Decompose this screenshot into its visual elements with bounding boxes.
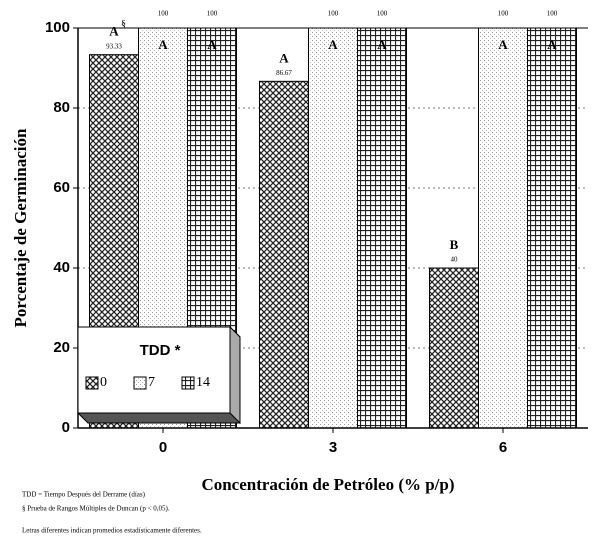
y-tick-label: 40	[53, 259, 70, 276]
x-tick-label: 6	[499, 439, 507, 456]
legend-box	[77, 326, 231, 414]
legend-swatch	[181, 376, 195, 390]
significance-letter: A	[547, 37, 557, 52]
significance-letter: A	[377, 37, 387, 52]
bar	[308, 27, 358, 429]
y-axis-label: Porcentaje de Germinación	[11, 128, 30, 327]
value-label: 100	[498, 10, 509, 18]
bar	[429, 267, 479, 429]
bar	[259, 80, 309, 429]
significance-letter: A	[207, 37, 217, 52]
legend-swatch	[133, 376, 147, 390]
x-axis-label: Concentración de Petróleo (% p/p)	[201, 475, 454, 494]
significance-letter: B	[450, 237, 459, 252]
y-tick-label: 60	[53, 179, 70, 196]
value-label: 100	[547, 10, 558, 18]
y-tick-label: 100	[45, 19, 70, 36]
legend-label: 0	[100, 375, 107, 390]
significance-letter: A	[328, 37, 338, 52]
significance-letter: A	[498, 37, 508, 52]
letter-mark: §	[121, 19, 126, 30]
footnote: § Prueba de Rangos Múltiples de Duncan (…	[22, 505, 170, 513]
significance-letter: A	[158, 37, 168, 52]
footnote: Letras diferentes indican promedios esta…	[22, 527, 202, 535]
value-label: 100	[158, 10, 169, 18]
y-tick-label: 20	[53, 339, 70, 356]
significance-letter: A	[109, 24, 119, 39]
bar	[527, 27, 577, 429]
significance-letter: A	[279, 50, 289, 65]
legend-label: 7	[148, 375, 155, 390]
legend-label: 14	[196, 375, 210, 390]
value-label: 86.67	[276, 69, 292, 77]
legend-side	[229, 325, 241, 425]
legend-swatch	[85, 376, 99, 390]
y-tick-label: 0	[62, 419, 70, 436]
y-tick-label: 80	[53, 99, 70, 116]
value-label: 100	[207, 10, 218, 18]
x-tick-label: 3	[329, 439, 337, 456]
bar	[478, 27, 528, 429]
bar	[357, 27, 407, 429]
value-label: 93.33	[106, 42, 122, 50]
footnote: TDD = Tiempo Después del Derrame (días)	[22, 491, 146, 499]
x-tick-label: 0	[159, 439, 167, 456]
legend-title: TDD *	[140, 342, 181, 359]
value-label: 100	[328, 10, 339, 18]
value-label: 40	[451, 256, 459, 264]
value-label: 100	[377, 10, 388, 18]
